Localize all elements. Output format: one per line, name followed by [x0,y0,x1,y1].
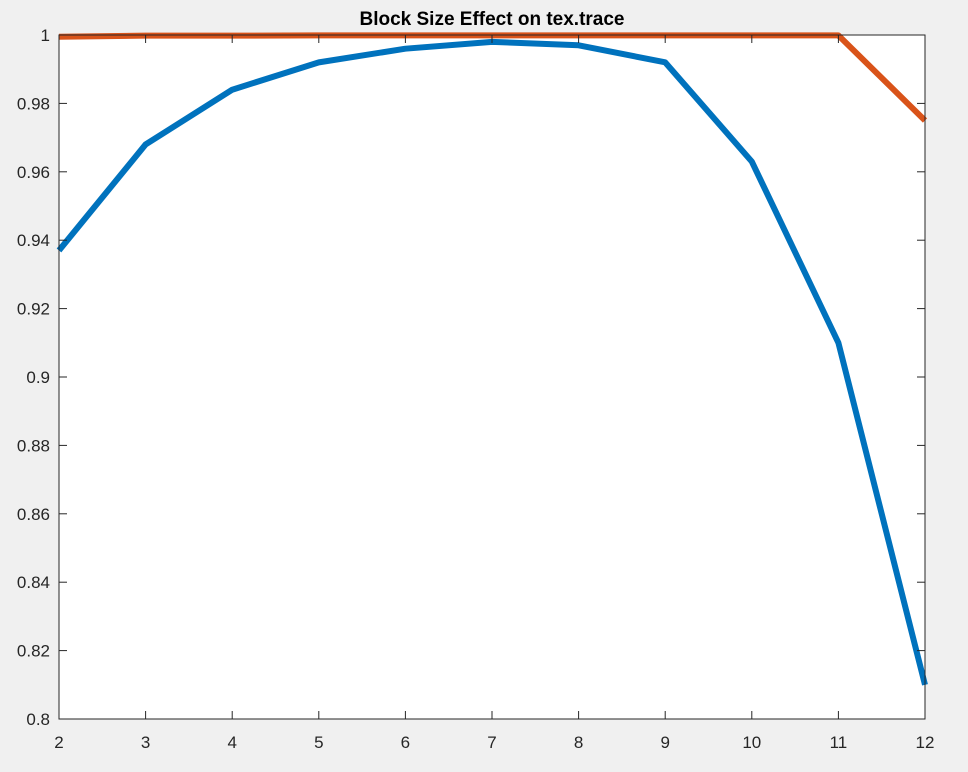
y-tick-label: 0.8 [26,710,50,729]
y-tick-label: 1 [41,26,50,45]
y-tick-label: 0.92 [17,300,50,319]
x-tick-label: 2 [54,733,63,752]
x-tick-label: 7 [487,733,496,752]
x-tick-label: 4 [227,733,236,752]
x-tick-label: 3 [141,733,150,752]
x-tick-label: 11 [830,733,848,752]
y-tick-label: 0.9 [26,368,50,387]
y-tick-label: 0.86 [17,505,50,524]
x-tick-label: 5 [314,733,323,752]
chart-title: Block Size Effect on tex.trace [359,9,624,30]
y-tick-label: 0.88 [17,436,50,455]
plot-area [59,35,925,719]
y-tick-label: 0.82 [17,642,50,661]
x-tick-label: 6 [401,733,410,752]
y-tick-label: 0.94 [17,231,50,250]
x-tick-label: 9 [660,733,669,752]
axes-layer: 2 3 4 5 6 7 8 9 10 11 12 0.8 0.82 0.84 0.86 0.88 0.9 0.92… [17,26,935,752]
y-tick-label: 0.98 [17,94,50,113]
y-tick-label: 0.84 [17,573,50,592]
x-tick-label: 12 [916,733,935,752]
x-tick-label: 10 [742,733,761,752]
y-tick-label: 0.96 [17,163,50,182]
x-tick-label: 8 [574,733,583,752]
